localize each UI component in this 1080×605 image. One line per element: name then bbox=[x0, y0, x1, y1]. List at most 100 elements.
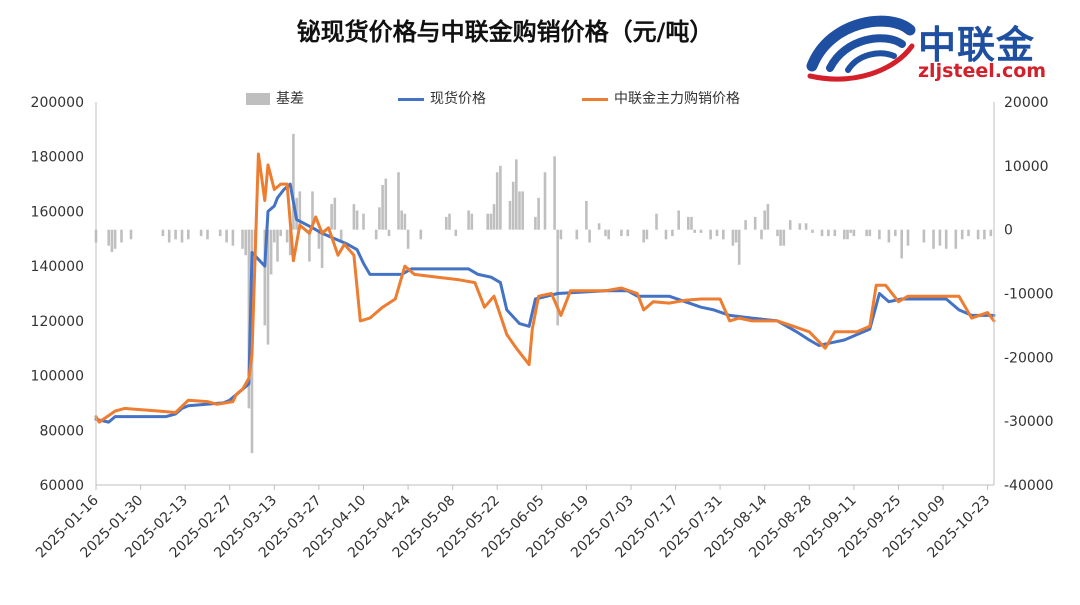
basis-bar-100 bbox=[763, 210, 766, 230]
basis-bar-44 bbox=[381, 185, 384, 230]
basis-bar-126 bbox=[944, 229, 948, 249]
basis-bar-116 bbox=[865, 229, 868, 237]
basis-bar-74 bbox=[585, 200, 588, 230]
basis-bar-78 bbox=[607, 229, 610, 240]
basis-bar-128 bbox=[960, 229, 964, 240]
basis-bar-52 bbox=[445, 216, 448, 230]
basis-bar-70 bbox=[553, 156, 556, 230]
basis-bar-67 bbox=[534, 216, 537, 230]
basis-bar-102 bbox=[776, 229, 779, 237]
basis-bar-105 bbox=[788, 220, 792, 230]
y-left-tick-label-4: 140000 bbox=[31, 259, 84, 275]
basis-bar-63 bbox=[511, 181, 515, 230]
basis-bar-68 bbox=[537, 197, 540, 230]
basis-bar-37 bbox=[333, 197, 337, 230]
zlj-logo-icon bbox=[806, 15, 916, 82]
basis-bar-13 bbox=[218, 229, 222, 237]
basis-bar-56 bbox=[470, 213, 474, 230]
legend-item-basis: 基差 bbox=[246, 88, 304, 108]
legend-swatch-spot bbox=[398, 97, 424, 101]
basis-bar-106 bbox=[798, 223, 802, 230]
logo-url: zljsteel.com bbox=[918, 60, 1047, 82]
basis-bar-91 bbox=[709, 229, 712, 240]
basis-bar-26 bbox=[279, 229, 282, 237]
basis-bar-82 bbox=[645, 229, 649, 240]
y-right-tick-label-0: -40000 bbox=[1004, 478, 1054, 494]
basis-bar-58 bbox=[489, 213, 493, 230]
basis-bar-23 bbox=[269, 229, 273, 275]
basis-bar-79 bbox=[620, 229, 623, 237]
basis-bar-28 bbox=[288, 229, 292, 256]
basis-bar-93 bbox=[722, 229, 725, 240]
basis-bar-83 bbox=[655, 213, 658, 230]
y-right-tick-label-1: -30000 bbox=[1004, 414, 1054, 430]
basis-bar-15 bbox=[231, 229, 235, 246]
basis-bar-12 bbox=[206, 229, 209, 240]
basis-bar-43 bbox=[378, 207, 381, 230]
basis-bar-61 bbox=[499, 165, 502, 230]
y-left-tick-label-3: 120000 bbox=[31, 314, 84, 330]
basis-bar-10 bbox=[187, 229, 190, 240]
basis-bar-64 bbox=[515, 159, 518, 230]
legend-label-zlj: 中联金主力购销价格 bbox=[614, 91, 740, 107]
basis-bar-86 bbox=[677, 210, 680, 230]
basis-bar-11 bbox=[199, 229, 203, 237]
legend-swatch-basis bbox=[246, 93, 270, 105]
basis-bar-40 bbox=[355, 210, 359, 230]
basis-bar-47 bbox=[397, 172, 400, 230]
zlj-price-line bbox=[94, 152, 996, 424]
basis-bar-109 bbox=[820, 229, 824, 237]
basis-bar-31 bbox=[298, 191, 302, 230]
basis-bar-2 bbox=[110, 229, 114, 252]
basis-bar-92 bbox=[715, 229, 719, 237]
basis-bar-69 bbox=[543, 172, 547, 230]
chart-title: 铋现货价格与中联金购销价格（元/吨） bbox=[296, 18, 714, 46]
basis-bar-1 bbox=[107, 229, 110, 246]
basis-bar-89 bbox=[693, 229, 696, 233]
y-left-tick-label-5: 160000 bbox=[31, 204, 84, 220]
y-left-tick-label-1: 80000 bbox=[39, 423, 84, 439]
basis-bar-73 bbox=[575, 229, 579, 240]
basis-bar-84 bbox=[664, 229, 668, 240]
basis-bar-131 bbox=[983, 229, 986, 240]
basis-bar-27 bbox=[285, 229, 289, 243]
y-right-tick-label-4: 0 bbox=[1004, 223, 1013, 239]
basis-bar-96 bbox=[737, 229, 741, 265]
y-left-tick-label-7: 200000 bbox=[31, 95, 84, 111]
basis-bar-59 bbox=[492, 204, 496, 230]
basis-bar-16 bbox=[241, 229, 244, 249]
y-right-tick-label-5: 10000 bbox=[1004, 159, 1049, 175]
basis-bar-123 bbox=[922, 229, 926, 243]
basis-bar-112 bbox=[843, 229, 846, 240]
basis-bar-38 bbox=[339, 229, 343, 243]
price-lines bbox=[94, 152, 996, 424]
basis-bar-8 bbox=[174, 229, 177, 240]
basis-bar-80 bbox=[626, 229, 630, 237]
basis-bar-77 bbox=[604, 229, 607, 237]
basis-bar-103 bbox=[779, 229, 782, 246]
basis-bar-29 bbox=[292, 133, 295, 230]
basis-bar-75 bbox=[588, 229, 591, 243]
basis-bar-21 bbox=[263, 229, 267, 326]
y-left-tick-label-6: 180000 bbox=[31, 150, 84, 166]
basis-bar-81 bbox=[642, 229, 645, 243]
basis-bar-118 bbox=[878, 229, 881, 240]
axes: 6000080000100000120000140000160000180000… bbox=[31, 95, 1054, 561]
basis-bar-14 bbox=[225, 229, 228, 243]
y-right-tick-label-6: 20000 bbox=[1004, 95, 1049, 111]
basis-bar-95 bbox=[734, 229, 738, 243]
y-right-tick-label-3: -10000 bbox=[1004, 287, 1054, 303]
basis-bar-110 bbox=[827, 229, 830, 237]
basis-bar-124 bbox=[932, 229, 935, 249]
basis-bars bbox=[94, 133, 993, 454]
basis-bar-22 bbox=[266, 229, 270, 345]
basis-bar-36 bbox=[330, 204, 333, 230]
basis-bar-120 bbox=[894, 229, 897, 237]
basis-bar-5 bbox=[129, 229, 133, 240]
basis-bar-76 bbox=[597, 223, 601, 230]
basis-bar-49 bbox=[403, 213, 407, 230]
basis-bar-117 bbox=[868, 229, 872, 237]
basis-bar-7 bbox=[167, 229, 171, 243]
basis-bar-121 bbox=[900, 229, 903, 259]
